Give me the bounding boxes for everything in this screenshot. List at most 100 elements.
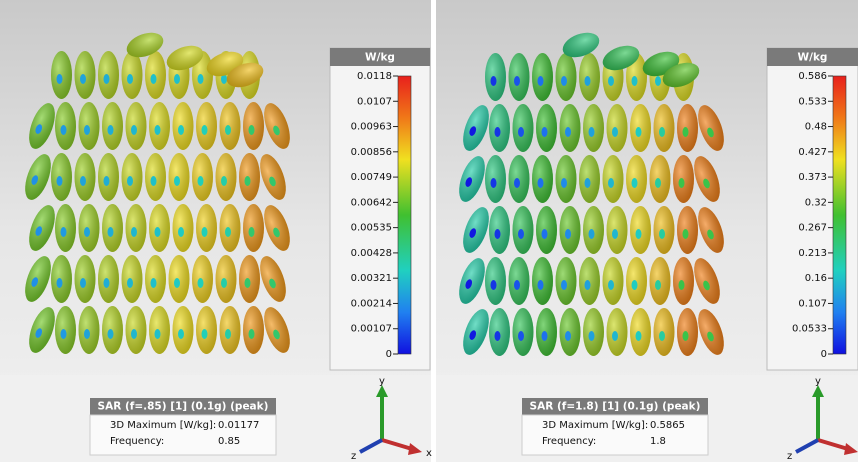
ellipsoid-shade: [121, 255, 143, 303]
ellipsoid-core: [80, 74, 86, 84]
ellipsoid-shade: [29, 307, 55, 353]
ellipsoid-shade: [583, 206, 604, 254]
ellipsoid-core: [174, 74, 180, 84]
ellipsoid-shade: [264, 205, 290, 251]
tick-label: 0.00321: [351, 273, 392, 284]
ellipsoid: [463, 309, 489, 355]
ellipsoid-core: [197, 176, 204, 186]
ellipsoid-shade: [512, 104, 534, 152]
ellipsoid-core: [631, 178, 638, 188]
ellipsoid-shade: [602, 45, 640, 71]
color-bar: [397, 75, 412, 355]
ellipsoid: [489, 308, 510, 356]
info-freq-label: Frequency:: [110, 436, 164, 447]
tick-label: 0.00749: [351, 172, 392, 183]
ellipsoid-core: [221, 278, 227, 288]
ellipsoid-shade: [226, 62, 264, 88]
ellipsoid-shade: [626, 257, 647, 305]
ellipsoid-core: [103, 74, 110, 84]
ellipsoid-shade: [78, 306, 100, 354]
ellipsoid: [606, 308, 628, 356]
ellipsoid: [168, 153, 190, 201]
ellipsoid: [649, 155, 671, 203]
ellipsoid: [145, 153, 166, 201]
ellipsoid-core: [655, 280, 661, 290]
ellipsoid-shade: [51, 51, 72, 99]
ellipsoid-shade: [630, 206, 651, 254]
ellipsoid-core: [269, 176, 276, 187]
ellipsoid-shade: [698, 309, 724, 355]
ellipsoid-core: [244, 176, 251, 186]
ellipsoid-shade: [489, 206, 510, 254]
ellipsoid-shade: [74, 255, 96, 303]
ellipsoid-core: [612, 331, 618, 341]
ellipsoid-core: [612, 229, 618, 239]
ellipsoid: [219, 102, 241, 150]
tick-label: 0.427: [798, 147, 827, 158]
ellipsoid: [215, 153, 237, 201]
ellipsoid: [196, 306, 217, 354]
ellipsoid-core: [197, 278, 204, 288]
ellipsoid-shade: [673, 257, 694, 305]
tick-label: 0.00535: [351, 223, 392, 234]
ellipsoid-shade: [532, 53, 553, 101]
ellipsoid: [698, 207, 724, 253]
ellipsoid-shade: [459, 258, 485, 304]
ellipsoid-shade: [125, 102, 147, 150]
ellipsoid-core: [178, 125, 184, 135]
ellipsoid-shade: [653, 206, 675, 254]
ellipsoid: [149, 306, 170, 354]
ellipsoid: [673, 257, 694, 305]
info-title: SAR (f=.85) [1] (0.1g) (peak): [98, 401, 269, 413]
ellipsoid-shade: [626, 155, 647, 203]
ellipsoid-core: [244, 278, 251, 288]
tick-label: 0.00642: [351, 197, 392, 208]
ellipsoid-shade: [98, 153, 119, 201]
ellipsoid: [559, 104, 581, 152]
tick-label: 0.107: [798, 298, 827, 309]
ellipsoid-core: [561, 76, 567, 86]
ellipsoid-core: [608, 76, 614, 86]
ellipsoid: [29, 307, 55, 353]
ellipsoid: [243, 102, 264, 150]
axis-z: [795, 438, 819, 454]
ellipsoid: [579, 53, 600, 101]
tick-label: 0.16: [805, 273, 827, 284]
ellipsoid-shade: [536, 308, 557, 356]
ellipsoid-core: [225, 329, 231, 339]
ellipsoid: [559, 206, 581, 254]
ellipsoid-shade: [78, 204, 100, 252]
ellipsoid-core: [494, 127, 501, 137]
ellipsoid-shade: [579, 257, 600, 305]
ellipsoid: [602, 257, 624, 305]
ellipsoid-shade: [51, 255, 72, 303]
ellipsoid-core: [131, 227, 137, 237]
ellipsoid: [55, 306, 76, 354]
ellipsoid-shade: [562, 32, 600, 58]
ellipsoid-core: [269, 278, 276, 289]
ellipsoid: [25, 154, 51, 200]
ellipsoid-core: [537, 76, 544, 86]
info-max-value: 0.01177: [218, 420, 259, 431]
ellipsoid-shade: [508, 257, 530, 305]
ellipsoid-core: [707, 229, 714, 240]
ellipsoid-shade: [196, 306, 217, 354]
ellipsoid: [192, 255, 213, 303]
tick-label: 0.586: [798, 71, 827, 82]
ellipsoid-shade: [649, 257, 671, 305]
ellipsoid: [694, 156, 720, 202]
ellipsoid-shade: [215, 153, 237, 201]
ellipsoid-core: [273, 329, 280, 340]
ellipsoid: [78, 204, 100, 252]
ellipsoid: [459, 258, 485, 304]
ellipsoid-core: [60, 125, 67, 135]
ellipsoid-core: [201, 329, 208, 339]
ellipsoid: [512, 206, 534, 254]
ellipsoid-core: [635, 331, 642, 341]
ellipsoid-shade: [125, 306, 147, 354]
info-freq-value: 1.8: [650, 436, 666, 447]
ellipsoid: [29, 103, 55, 149]
ellipsoid: [192, 153, 213, 201]
ellipsoid-core: [131, 125, 137, 135]
ellipsoid-core: [518, 331, 524, 341]
